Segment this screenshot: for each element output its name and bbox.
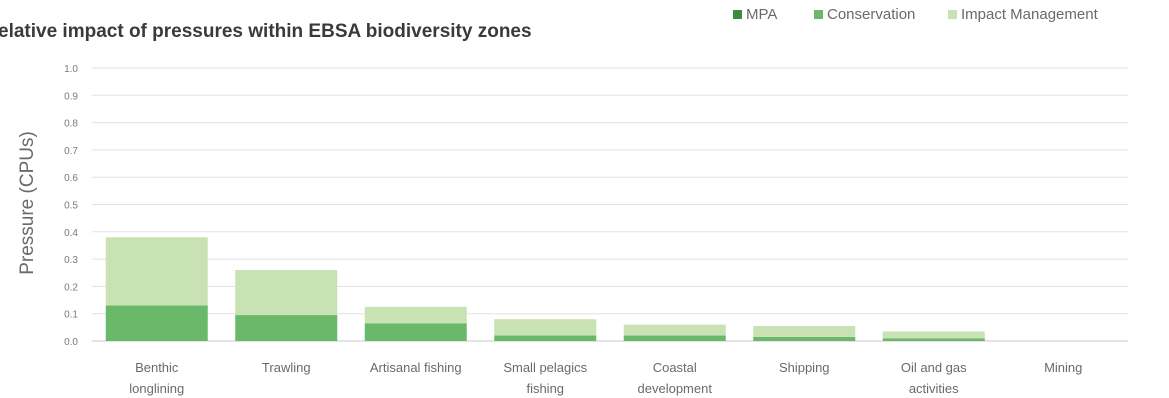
- bars: [105, 237, 985, 341]
- y-tick-label: 0.0: [64, 337, 78, 348]
- x-tick-label: Trawling: [262, 360, 311, 375]
- legend: MPA Conservation Impact Management: [733, 6, 1099, 23]
- y-tick-label: 0.6: [64, 173, 78, 184]
- y-tick-label: 0.5: [64, 201, 78, 212]
- y-tick-label: 1.0: [64, 64, 78, 75]
- x-tick-label: Mining: [1044, 360, 1082, 375]
- x-tick-label: Coastal development: [638, 360, 713, 396]
- bar-conservation: [494, 335, 597, 341]
- y-tick-label: 0.7: [64, 146, 78, 157]
- chart-title: elative impact of pressures within EBSA …: [0, 21, 532, 42]
- bar-conservation: [623, 335, 726, 341]
- y-axis-ticks: 0.0 0.1 0.2 0.3 0.4 0.5 0.6 0.7 0.8 0.9 1.0: [64, 64, 78, 348]
- y-tick-label: 0.4: [64, 228, 78, 239]
- bar-conservation: [105, 305, 208, 341]
- bar-impact-management: [235, 270, 338, 316]
- y-tick-label: 0.3: [64, 255, 78, 266]
- bar-impact-management: [364, 306, 467, 324]
- legend-label: MPA: [746, 6, 777, 23]
- bar-impact-management: [494, 319, 597, 336]
- x-axis-labels: Benthic longlining Trawling Artisanal fishi…: [129, 360, 1082, 396]
- x-tick-label: Shipping: [779, 360, 830, 375]
- bar-conservation: [882, 338, 985, 341]
- bar-conservation: [364, 323, 467, 341]
- bar-conservation: [753, 336, 856, 341]
- bar-impact-management: [882, 331, 985, 339]
- y-tick-label: 0.9: [64, 91, 78, 102]
- bar-impact-management: [623, 324, 726, 336]
- legend-label: Impact Management: [961, 6, 1099, 23]
- x-tick-label: Artisanal fishing: [370, 360, 462, 375]
- bar-impact-management: [753, 325, 856, 337]
- x-tick-label: Benthic longlining: [129, 360, 184, 396]
- bar-impact-management: [105, 237, 208, 306]
- legend-swatch: [814, 10, 823, 19]
- x-tick-label: Oil and gas activities: [901, 360, 967, 396]
- y-tick-label: 0.2: [64, 282, 78, 293]
- x-tick-label: Small pelagics fishing: [503, 360, 587, 396]
- legend-swatch: [733, 10, 742, 19]
- y-tick-label: 0.8: [64, 119, 78, 130]
- y-tick-label: 0.1: [64, 310, 78, 321]
- y-axis-label: Pressure (CPUs): [17, 131, 38, 275]
- bar-conservation: [235, 315, 338, 341]
- legend-label: Conservation: [827, 6, 915, 23]
- legend-swatch: [948, 10, 957, 19]
